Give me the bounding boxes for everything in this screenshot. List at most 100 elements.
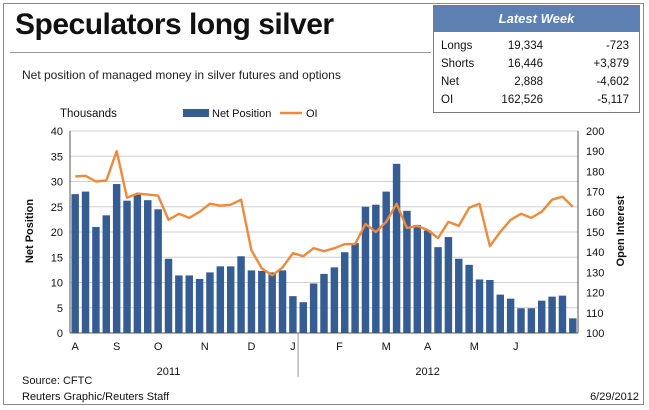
y-tick-label-right: 100 (586, 328, 604, 340)
bar (403, 210, 411, 333)
y-tick-label-right: 170 (586, 187, 604, 199)
y-tick-label-left: 40 (51, 126, 63, 138)
bar (506, 298, 515, 333)
bar (569, 318, 577, 333)
bar (195, 278, 204, 333)
bar (309, 283, 318, 333)
y-tick-label-left: 20 (51, 227, 63, 239)
row-value: 19,334 (507, 40, 543, 52)
x-tick-label: M (382, 341, 391, 353)
x-tick-label: O (154, 341, 163, 353)
latest-week-row-longs: Longs 19,334 -723 (434, 40, 639, 58)
x-tick-label: A (72, 341, 80, 353)
bar (320, 273, 328, 333)
date-stamp: 6/29/2012 (590, 391, 639, 403)
bar (299, 302, 307, 333)
bar (392, 163, 401, 333)
y-tick-label-left: 35 (51, 151, 63, 163)
y-axis-left-label: Net Position (24, 199, 36, 263)
y-tick-label-left: 10 (51, 278, 63, 290)
bar (351, 243, 359, 333)
bar (81, 191, 90, 333)
credit-note: Reuters Graphic/Reuters Staff (22, 391, 170, 403)
y-axis-right-label: Open Interest (615, 195, 627, 266)
y-tick-label-left: 5 (57, 303, 63, 315)
axes: 0 5 10 15 20 25 30 35 40 100 110 120 130 140 150 160 170… (51, 126, 605, 378)
net-position-bars (71, 163, 577, 333)
bar (71, 194, 79, 333)
bar (133, 194, 142, 333)
oi-series-line (75, 149, 574, 277)
oi-line (75, 149, 574, 277)
y-tick-label-left: 0 (57, 328, 63, 340)
bar (361, 206, 370, 333)
row-label: OI (441, 94, 454, 106)
bar (372, 204, 380, 333)
chart-frame (3, 3, 644, 405)
row-change: +3,879 (593, 58, 630, 70)
units-label: Thousands (60, 108, 117, 120)
bar (330, 267, 339, 333)
x-tick-label: J (290, 341, 296, 353)
bar (413, 224, 422, 333)
bar (465, 264, 473, 333)
y-tick-label-right: 200 (586, 126, 604, 138)
bar (475, 279, 484, 333)
bar (423, 230, 432, 333)
bar (517, 308, 525, 333)
x-tick-label: M (470, 341, 479, 353)
row-value: 16,446 (507, 58, 543, 70)
bar (382, 191, 390, 333)
bar (226, 266, 235, 333)
bar (558, 295, 567, 333)
bar (164, 258, 173, 333)
bar (237, 256, 245, 333)
y-tick-label-right: 180 (586, 166, 604, 178)
y-tick-label-left: 30 (51, 177, 63, 189)
latest-week-row-oi: OI 162,526 -5,117 (434, 94, 639, 112)
y-tick-label-right: 120 (586, 288, 604, 300)
x-tick-label: J (513, 341, 519, 353)
bar (444, 237, 453, 333)
bar (434, 247, 442, 333)
x-tick-label: S (113, 341, 120, 353)
latest-week-panel: Latest Week Longs 19,334 -723 Shorts 16,… (433, 5, 640, 113)
bar (278, 270, 287, 333)
y-tick-label-right: 110 (586, 308, 604, 320)
source-note: Source: CFTC (22, 375, 93, 387)
legend-label-oi: OI (306, 108, 318, 120)
y-tick-label-right: 160 (586, 207, 604, 219)
legend-swatch-net-position (183, 109, 209, 117)
chart-subtitle: Net position of managed money in silver … (22, 68, 341, 82)
bar (112, 184, 121, 333)
bar (206, 272, 214, 333)
year-label: 2012 (415, 366, 439, 378)
title-divider (10, 52, 431, 53)
row-label: Shorts (441, 58, 475, 70)
legend-label-net-position: Net Position (212, 108, 271, 120)
latest-week-row-net: Net 2,888 -4,602 (434, 76, 639, 94)
bar (341, 252, 349, 333)
bar (92, 226, 100, 333)
bar (268, 272, 276, 333)
x-tick-label: A (424, 341, 432, 353)
bar (258, 270, 266, 333)
chart-title: Speculators long silver (15, 8, 334, 41)
bar (175, 275, 183, 333)
bar (486, 279, 494, 333)
latest-week-header: Latest Week (434, 6, 639, 32)
row-change: -4,602 (596, 76, 629, 88)
bar (496, 294, 504, 333)
bar (216, 266, 225, 333)
bar (144, 200, 152, 333)
y-tick-label-right: 190 (586, 146, 604, 158)
bar (154, 209, 162, 333)
x-tick-label: D (247, 341, 255, 353)
y-tick-label-right: 150 (586, 227, 604, 239)
x-tick-label: F (336, 341, 343, 353)
row-value: 2,888 (514, 76, 543, 88)
bar (247, 270, 256, 333)
row-label: Longs (441, 40, 473, 52)
x-tick-label: N (201, 341, 209, 353)
